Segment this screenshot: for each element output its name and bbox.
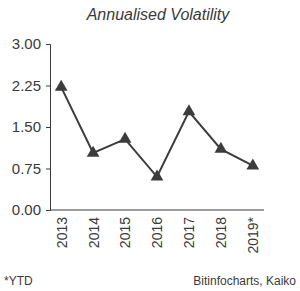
y-axis-line	[46, 45, 51, 211]
plot: 0.00 0.75 1.50 2.25 3.00 2013 2014 2015 2016 2017…	[12, 35, 264, 253]
y-tick-label: 1.50	[12, 118, 41, 135]
y-tick-mark	[46, 44, 50, 45]
y-tick-mark	[46, 86, 50, 87]
y-axis: 0.00 0.75 1.50 2.25 3.00	[12, 35, 51, 218]
line	[61, 87, 253, 177]
chart: Annualised Volatility 0.00 0.75 1.50 2.25 3.0…	[0, 0, 300, 291]
marker	[183, 104, 196, 115]
y-tick-mark	[46, 127, 50, 128]
y-tick-label: 0.75	[12, 160, 41, 177]
source: Bitinfocharts, Kaiko	[193, 274, 296, 288]
x-tick: 2014	[86, 217, 102, 248]
marker	[119, 132, 132, 143]
footnote: *YTD	[4, 274, 33, 288]
x-tick-label: 2016	[149, 217, 165, 248]
y-tick: 0.00	[12, 201, 50, 218]
x-tick: 2018	[213, 217, 229, 248]
x-tick: 2013	[54, 217, 70, 248]
x-axis-line	[50, 210, 264, 211]
x-tick-label: 2017	[181, 217, 197, 248]
marker	[55, 80, 68, 91]
y-tick: 1.50	[12, 118, 50, 135]
x-tick-label: 2013	[54, 217, 70, 248]
marker	[246, 158, 259, 169]
y-tick: 3.00	[12, 35, 50, 52]
y-tick-mark	[46, 210, 50, 211]
x-tick: 2016	[149, 217, 165, 248]
x-tick-label: 2015	[117, 217, 133, 248]
y-tick: 2.25	[12, 77, 50, 94]
x-tick: 2017	[181, 217, 197, 248]
y-tick-mark	[46, 169, 50, 170]
x-tick: 2019*	[245, 216, 261, 253]
series	[55, 80, 259, 181]
marker	[215, 142, 228, 153]
y-tick-label: 2.25	[12, 77, 41, 94]
marker	[151, 169, 164, 180]
title: Annualised Volatility	[86, 6, 231, 23]
x-tick-label: 2014	[86, 217, 102, 248]
y-tick-label: 0.00	[12, 201, 41, 218]
x-tick-label: 2018	[213, 217, 229, 248]
marker	[87, 146, 100, 157]
y-tick: 0.75	[12, 160, 50, 177]
x-tick-label: 2019*	[245, 216, 261, 253]
x-axis: 2013 2014 2015 2016 2017 2018 2019*	[50, 210, 264, 254]
y-tick-label: 3.00	[12, 35, 41, 52]
x-tick: 2015	[117, 217, 133, 248]
